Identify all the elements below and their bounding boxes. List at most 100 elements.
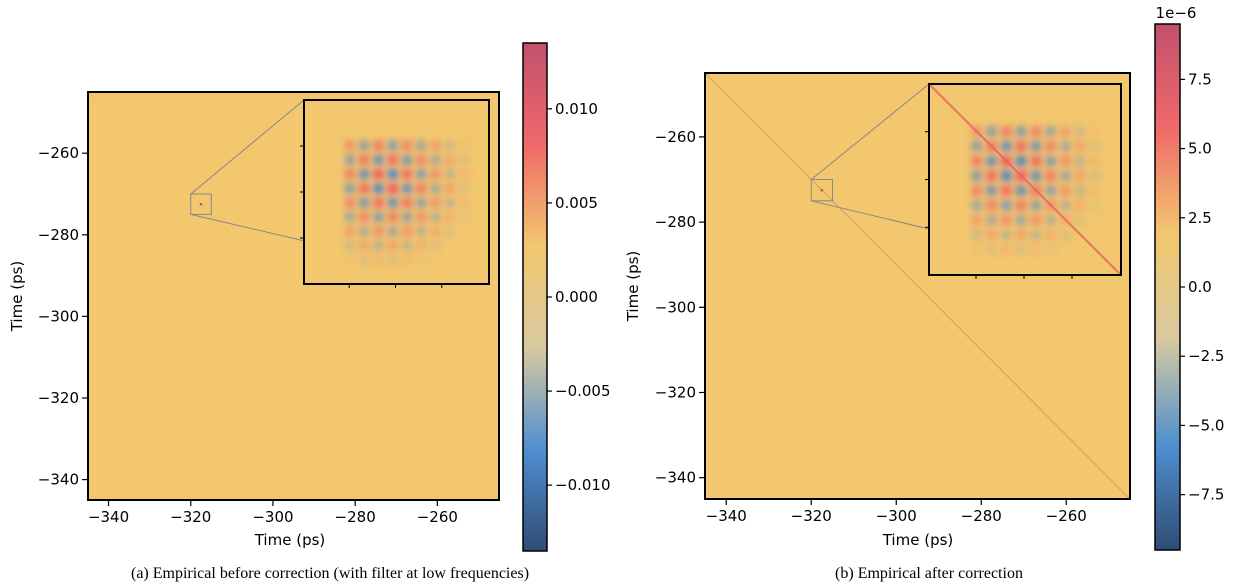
inset-cell — [1015, 214, 1027, 226]
inset-cell — [1000, 126, 1012, 138]
inset-cell — [1074, 170, 1086, 182]
inset-cell — [387, 225, 399, 237]
inset-cell — [415, 154, 427, 166]
x-tick-label: −280 — [961, 507, 1002, 525]
plot-frame — [87, 91, 500, 501]
inset-cell — [1045, 155, 1057, 167]
inset-cell — [1059, 229, 1071, 241]
inset-cell — [458, 183, 470, 194]
inset-cell — [358, 211, 370, 223]
y-tick-label: −280 — [655, 213, 696, 231]
inset-plot — [925, 83, 1122, 279]
zoom-region-dot — [199, 202, 203, 206]
inset-cell — [986, 185, 998, 197]
inset-cell — [1074, 155, 1086, 167]
inset-cell — [1000, 185, 1012, 197]
inset-cell — [1089, 126, 1101, 138]
inset-cell — [971, 229, 983, 241]
x-tick-label: −340 — [706, 507, 747, 525]
inset-cell — [444, 183, 455, 194]
colorbar-tick-label: 7.5 — [1188, 70, 1212, 88]
inset-cell — [971, 214, 983, 226]
x-axis-label: Time (ps) — [882, 531, 954, 549]
colorbar-tick-label: 0.000 — [555, 288, 598, 306]
inset-cell — [1059, 170, 1071, 182]
panel-b: −340 −320 −300 −280 −260 −260 −280 −300 −320 −340… — [624, 4, 1224, 582]
inset-cell — [1045, 126, 1057, 138]
inset-cell — [387, 197, 399, 209]
inset-cell — [373, 225, 384, 237]
colorbar-tick-label: 0.0 — [1188, 278, 1212, 296]
x-tick-label: −340 — [88, 508, 129, 526]
inset-cell — [458, 154, 470, 166]
inset-cell — [1030, 126, 1042, 138]
x-tick-label: −300 — [876, 507, 917, 525]
inset-cell — [430, 140, 441, 152]
inset-cell — [1015, 244, 1027, 256]
inset-cell — [415, 254, 427, 265]
colorbar-gradient — [1154, 23, 1181, 551]
inset-cell — [373, 183, 384, 194]
inset-cell — [1000, 140, 1012, 152]
inset-cell — [986, 199, 998, 211]
inset-cell — [387, 183, 399, 194]
x-axis-label: Time (ps) — [254, 531, 326, 549]
y-tick-label: −280 — [38, 226, 79, 244]
inset-cell — [458, 140, 470, 152]
inset-cell — [401, 154, 413, 166]
inset-cell — [1045, 140, 1057, 152]
inset-cell — [1059, 185, 1071, 197]
inset-cell — [986, 229, 998, 241]
inset-cell — [971, 140, 983, 152]
inset-cell — [1045, 214, 1057, 226]
colorbar-scale-label: 1e−6 — [1156, 4, 1197, 22]
inset-cell — [971, 185, 983, 197]
inset-cell — [373, 154, 384, 166]
inset-cell — [430, 183, 441, 194]
inset-cell — [986, 126, 998, 138]
colorbar-tick-label: 2.5 — [1188, 209, 1212, 227]
y-tick-label: −320 — [38, 389, 79, 407]
inset-cell — [387, 254, 399, 265]
inset-cell — [444, 225, 455, 237]
colorbar: 0.010 0.005 0.000 −0.005 −0.010 — [522, 42, 611, 552]
colorbar-tick-label: 0.010 — [555, 100, 598, 118]
inset-cell — [444, 140, 455, 152]
inset-cell — [358, 183, 370, 194]
inset-cell — [344, 197, 356, 209]
inset-cell — [1089, 185, 1101, 197]
inset-cell — [387, 240, 399, 251]
y-tick-label: −340 — [655, 469, 696, 487]
inset-cell — [1089, 199, 1101, 211]
colorbar-tick-label: 5.0 — [1188, 140, 1212, 158]
inset-cell — [344, 240, 356, 251]
inset-cell — [1030, 229, 1042, 241]
inset-cell — [1000, 244, 1012, 256]
inset-cell — [1089, 155, 1101, 167]
inset-cell — [358, 240, 370, 251]
inset-cell — [415, 168, 427, 180]
zoom-region-box — [190, 193, 212, 215]
inset-cell — [986, 155, 998, 167]
y-axis-label: Time (ps) — [8, 261, 26, 333]
inset-cell — [1074, 140, 1086, 152]
inset-cell — [986, 214, 998, 226]
inset-cell — [1059, 140, 1071, 152]
inset-cell — [1000, 199, 1012, 211]
inset-cell — [1030, 199, 1042, 211]
inset-plot — [300, 99, 490, 288]
panel-a: −340 −320 −300 −280 −260 −260 −280 −300 −320 −340… — [8, 42, 611, 582]
inset-cell — [401, 183, 413, 194]
caption: (b) Empirical after correction — [835, 565, 1023, 582]
y-tick-label: −260 — [655, 128, 696, 146]
colorbar-tick-label: −7.5 — [1188, 486, 1224, 504]
x-tick-label: −260 — [1046, 507, 1087, 525]
inset-cell — [986, 170, 998, 182]
inset-cell — [401, 240, 413, 251]
inset-cell — [1000, 214, 1012, 226]
inset-cell — [373, 211, 384, 223]
x-tick-label: −260 — [417, 508, 458, 526]
inset-cell — [1074, 199, 1086, 211]
caption: (a) Empirical before correction (with fi… — [131, 565, 529, 582]
